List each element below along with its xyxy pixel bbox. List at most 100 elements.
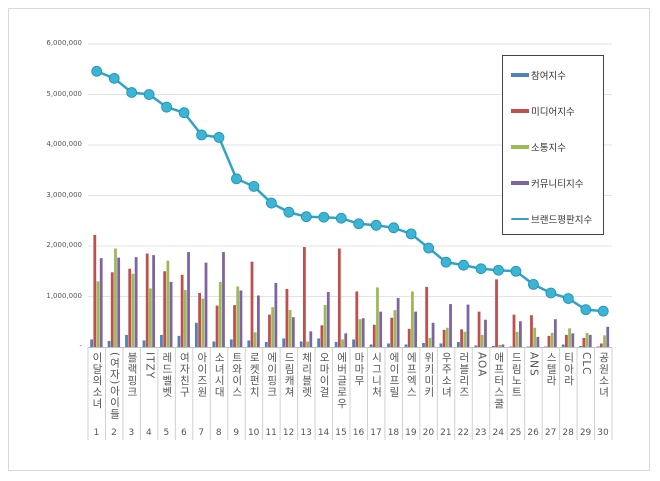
category-label: 티아라 [562,352,575,387]
bar-참여지수-13 [299,341,303,347]
bar-참여지수-19 [404,344,408,347]
point-18 [388,222,400,234]
legend-label: 소통지수 [531,143,566,154]
bar-소통지수-24 [498,344,502,347]
bar-미디어지수-26 [530,315,533,347]
bar-미디어지수-3 [128,268,132,347]
bar-소통지수-8 [218,281,222,347]
bar-미디어지수-29 [582,337,586,347]
bar-미디어지수-9 [233,305,236,347]
bar-참여지수-26 [526,346,530,347]
category-label: 애프터스쿨 [492,352,505,410]
legend-swatch [511,181,529,185]
rank-label: 11 [265,428,277,438]
bar-소통지수-18 [393,310,397,347]
rank-label: 20 [422,428,435,438]
bar-참여지수-8 [212,341,216,347]
bar-커뮤니티지수-30 [606,326,610,347]
legend-item: 참여지수 [511,68,566,82]
legend-item: 브랜드평판지수 [511,212,592,226]
bar-미디어지수-21 [442,329,446,347]
rank-label: 9 [233,428,240,438]
bar-커뮤니티지수-16 [361,318,365,347]
bar-참여지수-17 [369,344,373,347]
bar-소통지수-26 [533,327,537,347]
bar-커뮤니티지수-12 [291,317,295,347]
category-label: 소녀시대 [213,352,226,398]
point-2 [108,72,120,84]
bar-소통지수-12 [288,310,292,347]
rank-label: 23 [475,428,487,438]
bar-미디어지수-25 [512,314,516,347]
rank-label: 21 [440,428,452,438]
category-label: 우주소녀 [440,352,453,398]
bar-커뮤니티지수-2 [117,257,121,347]
category-label: 드림캐쳐 [283,352,296,398]
bar-참여지수-4 [142,340,146,347]
bar-참여지수-25 [509,346,513,347]
rank-label: 17 [370,428,382,438]
rank-label: 22 [457,428,470,438]
bar-소통지수-17 [376,287,379,347]
rank-label: 4 [146,428,152,438]
legend-item: 미디어지수 [511,104,575,118]
rank-label: 8 [215,428,222,438]
y-tick-label: 4,000,000 [46,140,82,148]
bar-미디어지수-15 [337,248,341,347]
rank-label: 15 [335,428,347,438]
rank-label: 13 [300,428,312,438]
bar-미디어지수-14 [320,325,324,347]
bar-소통지수-10 [253,332,257,347]
bar-참여지수-11 [264,341,268,347]
bar-참여지수-30 [596,346,600,347]
point-5 [161,101,173,113]
y-tick-label: 5,000,000 [46,89,82,98]
category-label: 스텔라 [545,352,558,387]
point-8 [213,132,225,143]
bar-소통지수-25 [515,331,519,347]
bar-커뮤니티지수-21 [449,304,452,347]
bar-커뮤니티지수-23 [484,319,487,347]
legend-swatch [511,109,529,113]
rank-label: 12 [282,428,295,438]
bar-미디어지수-28 [565,334,568,347]
category-label: 오마이걸 [318,352,331,398]
category-label: 시그니처 [370,352,383,398]
bar-커뮤니티지수-18 [396,298,400,347]
bar-커뮤니티지수-7 [204,262,208,347]
category-label: (여자)아이들 [108,352,121,420]
bar-커뮤니티지수-27 [553,319,557,347]
point-3 [126,87,138,98]
bar-참여지수-16 [352,339,355,347]
chart-frame [8,8,650,471]
y-tick-label: 2,000,000 [46,241,82,249]
bar-소통지수-3 [131,273,135,347]
bar-미디어지수-12 [285,288,289,347]
category-label: 러블리즈 [457,352,470,398]
bar-참여지수-29 [579,345,583,347]
point-20 [423,242,435,254]
category-label: 드림노트 [510,352,523,398]
y-tick-label: 3,000,000 [46,190,82,199]
bar-소통지수-2 [114,248,117,347]
point-11 [265,197,277,209]
bar-미디어지수-13 [303,247,306,347]
bar-미디어지수-6 [180,274,184,347]
category-label: 트와이스 [230,352,243,398]
bar-커뮤니티지수-29 [588,334,592,347]
bar-미디어지수-23 [477,311,481,347]
rank-label: 14 [317,428,330,438]
bar-참여지수-5 [160,334,163,347]
bar-소통지수-7 [201,298,205,347]
point-23 [475,263,487,275]
legend-label: 브랜드평판지수 [531,215,593,226]
point-16 [353,218,365,230]
legend-label: 미디어지수 [531,107,575,118]
bar-커뮤니티지수-13 [309,331,313,347]
legend-label: 커뮤니티지수 [531,179,584,190]
bar-미디어지수-7 [198,292,201,347]
point-10 [248,181,260,192]
point-14 [318,211,330,223]
bar-커뮤니티지수-22 [466,304,470,347]
